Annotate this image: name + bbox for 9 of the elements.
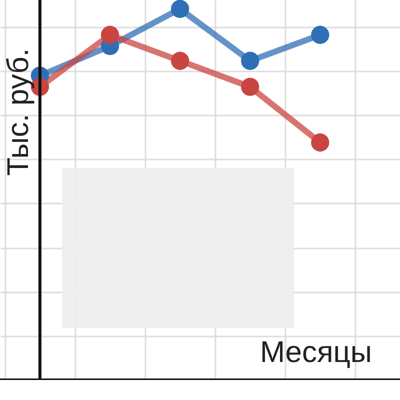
x-axis-title: Месяцы: [260, 336, 372, 369]
point: [241, 78, 260, 96]
point: [170, 0, 190, 18]
point: [241, 52, 260, 70]
point: [100, 26, 120, 44]
point: [170, 52, 190, 70]
point: [311, 133, 330, 152]
point: [311, 26, 330, 44]
y-axis-title: Тыс. руб.: [2, 48, 35, 176]
